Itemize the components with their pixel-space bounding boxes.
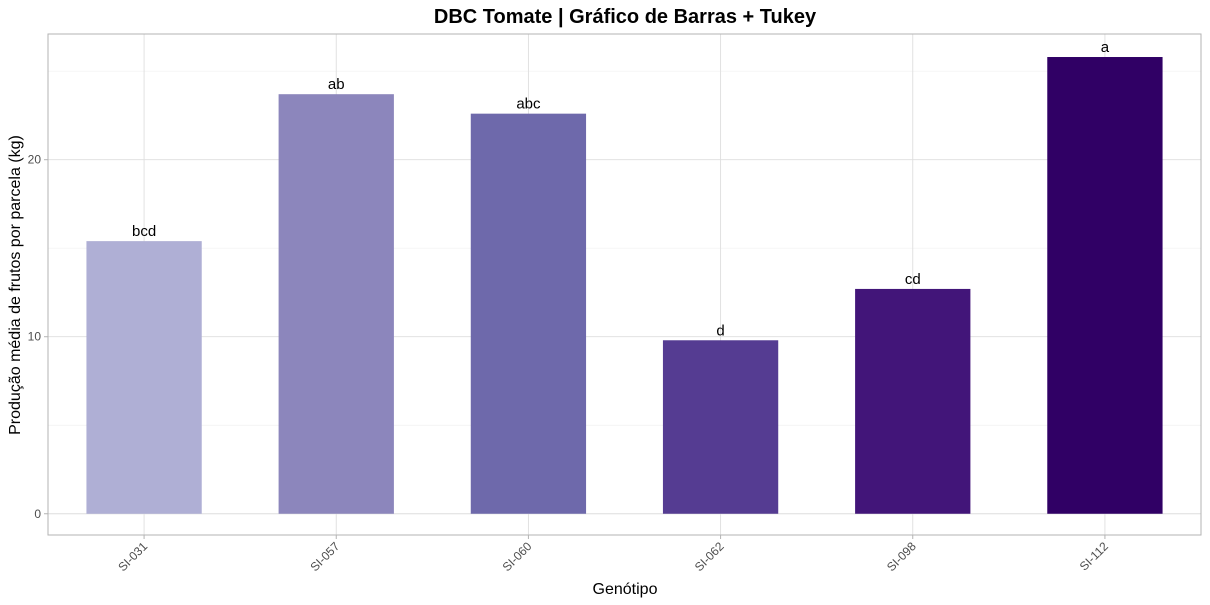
x-axis-title: Genótipo: [593, 581, 658, 598]
chart-title: DBC Tomate | Gráfico de Barras + Tukey: [434, 6, 817, 28]
bar-si-057: [278, 94, 394, 514]
tukey-labels: bcd ab abc d cd a: [132, 39, 1110, 339]
tukey-label-si-057: ab: [328, 76, 345, 93]
x-tick-label: SI-062: [692, 539, 727, 574]
tukey-label-si-060: abc: [516, 96, 541, 113]
bar-si-062: [662, 340, 779, 514]
plot-panel: bcd ab abc d cd a: [47, 33, 1202, 536]
y-tick-label: 0: [34, 507, 41, 521]
bars: [86, 57, 1163, 514]
tukey-label-si-031: bcd: [132, 223, 156, 240]
y-axis: 0 10 20: [28, 153, 48, 521]
x-tick-label: SI-057: [307, 539, 342, 574]
tukey-label-si-062: d: [716, 322, 724, 339]
bar-si-098: [855, 288, 971, 514]
bar-si-060: [470, 113, 587, 514]
bar-si-031: [86, 241, 202, 514]
x-axis: SI-031 SI-057 SI-060 SI-062 SI-098 SI-112: [115, 535, 1111, 574]
x-tick-label: SI-098: [884, 539, 919, 574]
plot-border: [47, 33, 1202, 536]
tukey-label-si-098: cd: [905, 271, 921, 288]
x-tick-label: SI-031: [115, 539, 150, 574]
plot-background: [48, 34, 1201, 535]
bar-si-112: [1047, 57, 1163, 514]
tukey-label-si-112: a: [1101, 39, 1110, 56]
y-tick-label: 10: [28, 330, 42, 344]
x-tick-label: SI-060: [500, 539, 535, 574]
x-tick-label: SI-112: [1077, 539, 1112, 574]
y-axis-title: Produção média de frutos por parcela (kg…: [7, 135, 24, 435]
y-tick-label: 20: [28, 153, 42, 167]
